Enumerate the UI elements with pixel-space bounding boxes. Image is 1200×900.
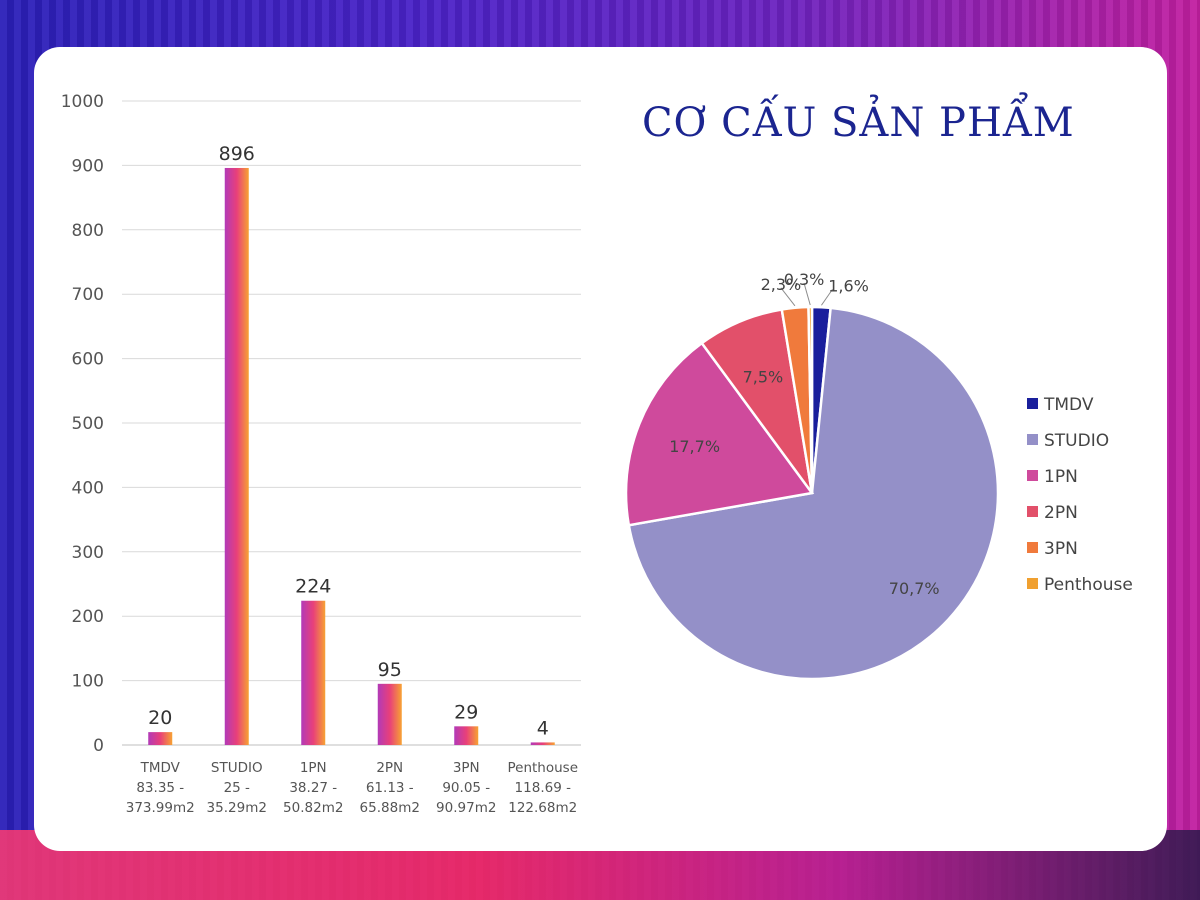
bar xyxy=(301,600,326,745)
legend-swatch xyxy=(1027,506,1038,517)
legend-label: 2PN xyxy=(1044,503,1078,523)
bar-value-label: 4 xyxy=(537,717,549,739)
legend-swatch xyxy=(1027,434,1038,445)
pie-slice xyxy=(624,341,815,527)
legend-label: 3PN xyxy=(1044,539,1078,559)
x-category-range-label: 50.82m2 xyxy=(283,800,343,816)
y-tick-label: 300 xyxy=(72,543,104,563)
pie-slice-label: 7,5% xyxy=(743,367,784,386)
pie-leader-line xyxy=(780,287,796,307)
x-category-label: Penthouse xyxy=(507,760,578,776)
x-category-range-label: 122.68m2 xyxy=(508,800,577,816)
x-category-label: 1PN xyxy=(300,760,327,776)
legend-label: 1PN xyxy=(1044,467,1078,487)
pie-legend: TMDV STUDIO 1PN 2PN 3PN Penthouse xyxy=(1027,395,1133,595)
legend-swatch xyxy=(1027,542,1038,553)
x-category-label: TMDV xyxy=(140,760,181,776)
page-title: CƠ CẤU SẢN PHẨM xyxy=(642,100,1075,146)
bar xyxy=(148,732,173,745)
x-category-label: STUDIO xyxy=(211,760,263,776)
bar-chart: 0 100 200 300 400 500 600 700 800 900 1000 20 TMDV 83… xyxy=(61,92,581,816)
pie-slice-label: 0,3% xyxy=(784,270,825,289)
bar xyxy=(454,726,479,745)
x-category-range-label: 65.88m2 xyxy=(360,800,420,816)
legend-swatch xyxy=(1027,470,1038,481)
x-category-range-label: 83.35 - xyxy=(136,780,184,796)
pie-leader-line xyxy=(821,288,833,306)
legend-swatch xyxy=(1027,398,1038,409)
legend-swatch xyxy=(1027,578,1038,589)
bar xyxy=(377,683,402,745)
pie-slice-label: 1,6% xyxy=(828,276,869,295)
x-category-range-label: 25 - xyxy=(224,780,250,796)
legend-label: STUDIO xyxy=(1044,431,1109,451)
bar-value-label: 95 xyxy=(378,659,402,681)
bar-value-label: 29 xyxy=(454,701,478,723)
y-tick-label: 0 xyxy=(93,736,104,756)
y-tick-label: 600 xyxy=(72,350,104,370)
x-category-range-label: 118.69 - xyxy=(515,780,572,796)
x-category-range-label: 35.29m2 xyxy=(207,800,267,816)
pie-chart: 1,6% 70,7% 17,7% 7,5% 2,3%0,3% xyxy=(624,270,1000,681)
y-tick-label: 900 xyxy=(72,156,104,176)
bar-value-label: 20 xyxy=(148,707,172,729)
y-tick-label: 100 xyxy=(72,672,104,692)
x-category-label: 3PN xyxy=(453,760,480,776)
bar-value-label: 224 xyxy=(295,576,331,598)
x-category-range-label: 90.97m2 xyxy=(436,800,496,816)
y-tick-label: 200 xyxy=(72,607,104,627)
x-category-label: 2PN xyxy=(376,760,403,776)
y-tick-label: 700 xyxy=(72,285,104,305)
x-category-range-label: 61.13 - xyxy=(366,780,414,796)
legend-label: TMDV xyxy=(1043,395,1094,415)
y-tick-label: 400 xyxy=(72,478,104,498)
y-tick-label: 800 xyxy=(72,221,104,241)
bar xyxy=(530,742,555,745)
legend-label: Penthouse xyxy=(1044,575,1133,595)
pie-slice xyxy=(807,305,814,494)
bar-value-label: 896 xyxy=(219,143,255,165)
y-tick-label: 500 xyxy=(72,414,104,434)
pie-slice-label: 70,7% xyxy=(889,579,940,598)
x-category-range-label: 90.05 - xyxy=(442,780,490,796)
pie-slice-label: 17,7% xyxy=(669,437,720,456)
y-tick-label: 1000 xyxy=(61,92,104,112)
x-category-range-label: 38.27 - xyxy=(289,780,337,796)
pie-leader-line xyxy=(803,282,811,306)
bar xyxy=(224,167,249,745)
pie-slice-label: 2,3% xyxy=(761,275,802,294)
x-category-range-label: 373.99m2 xyxy=(126,800,195,816)
